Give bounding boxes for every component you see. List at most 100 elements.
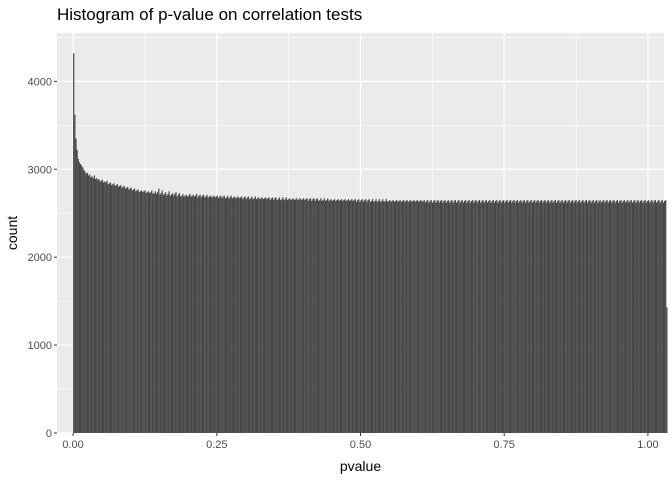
histogram-bar — [224, 198, 227, 433]
histogram-bar — [365, 199, 367, 433]
histogram-bar — [307, 200, 309, 433]
histogram-bar — [664, 200, 666, 433]
histogram-bar — [216, 195, 218, 433]
histogram-bar — [262, 199, 264, 433]
histogram-bar — [623, 200, 625, 433]
histogram-bar — [390, 201, 392, 433]
histogram-bar — [231, 198, 233, 433]
histogram-bar — [598, 200, 600, 433]
histogram-bar — [382, 199, 384, 433]
histogram-bar — [424, 202, 427, 433]
histogram-bar — [463, 200, 466, 433]
histogram-bar — [281, 199, 283, 433]
x-tick-label: 0.25 — [206, 439, 227, 451]
histogram-bar — [447, 200, 450, 433]
histogram-bar — [496, 200, 498, 433]
histogram-bar — [101, 179, 104, 433]
histogram-bar — [560, 200, 562, 433]
histogram-bar — [634, 200, 636, 433]
histogram-bar — [452, 202, 454, 433]
histogram-bar — [557, 200, 559, 433]
histogram-bar — [658, 200, 660, 433]
histogram-bar — [222, 196, 224, 433]
histogram-bar — [613, 200, 615, 433]
histogram-bar — [85, 173, 87, 433]
histogram-bar — [352, 200, 354, 433]
histogram-bar — [419, 200, 421, 433]
histogram-bar — [132, 189, 135, 433]
histogram-bar — [214, 197, 216, 433]
histogram-bar — [163, 193, 166, 433]
histogram-bar — [240, 196, 243, 433]
histogram-bar — [255, 199, 258, 433]
histogram-bar — [394, 200, 397, 433]
histogram-bar — [377, 200, 379, 433]
histogram-bar — [574, 200, 576, 433]
histogram-bar — [135, 191, 137, 433]
histogram-bar — [409, 200, 412, 433]
histogram-bar — [167, 193, 169, 433]
histogram-bar — [566, 202, 568, 433]
histogram-bar — [492, 200, 494, 433]
histogram-bar — [641, 200, 643, 433]
histogram-bar — [642, 202, 644, 433]
histogram-bar — [650, 200, 652, 433]
histogram-bar — [274, 198, 276, 433]
histogram-bar — [581, 200, 583, 433]
histogram-bar — [266, 199, 268, 433]
histogram-bar — [99, 181, 101, 433]
histogram-bar — [453, 200, 455, 433]
histogram-bar — [165, 192, 167, 433]
histogram-bar — [527, 200, 529, 433]
histogram-bar — [321, 200, 323, 433]
histogram-bar — [316, 198, 319, 433]
histogram-bar — [522, 200, 524, 433]
histogram-bar — [344, 199, 346, 433]
histogram-bar — [539, 200, 542, 433]
histogram-bar — [528, 202, 530, 433]
histogram-bar — [580, 202, 582, 433]
histogram-bar — [396, 200, 398, 433]
histogram-bar — [660, 200, 662, 433]
histogram-bar — [82, 167, 84, 433]
histogram-bar — [361, 199, 363, 433]
histogram-bar — [435, 202, 437, 433]
histogram-bar — [393, 201, 396, 433]
histogram-bar — [378, 199, 381, 433]
histogram-bar — [288, 199, 290, 433]
histogram-bar — [152, 193, 154, 433]
histogram-bar — [500, 202, 502, 433]
histogram-bar — [113, 183, 115, 433]
histogram-bar — [483, 202, 485, 433]
histogram-bar — [225, 197, 228, 433]
histogram-bar — [477, 200, 479, 433]
histogram-bar — [591, 200, 593, 433]
histogram-bar — [552, 202, 554, 433]
histogram-bar — [421, 201, 423, 433]
histogram-bar — [431, 202, 433, 433]
histogram-bar — [624, 202, 627, 433]
histogram-bar — [127, 186, 129, 433]
histogram-bar — [517, 202, 520, 433]
histogram-bar — [553, 200, 555, 433]
histogram-bar — [291, 199, 293, 433]
histogram-bar — [96, 178, 98, 433]
histogram-bar — [542, 202, 544, 433]
histogram-bar — [440, 200, 443, 433]
histogram-bar — [599, 200, 601, 433]
histogram-bar — [90, 177, 92, 433]
histogram-bar — [74, 114, 76, 433]
histogram-bar — [485, 200, 488, 433]
histogram-bar — [543, 200, 545, 433]
histogram-bar — [559, 202, 561, 433]
histogram-bar — [263, 198, 266, 433]
histogram-bar — [319, 200, 321, 433]
histogram-bar — [123, 185, 125, 433]
histogram-bar — [242, 199, 244, 433]
histogram-bar — [130, 187, 132, 433]
histogram-bar — [486, 202, 489, 433]
histogram-bar — [401, 200, 404, 433]
histogram-bar — [362, 201, 364, 433]
histogram-bar — [654, 200, 657, 433]
histogram-bar — [121, 187, 123, 433]
